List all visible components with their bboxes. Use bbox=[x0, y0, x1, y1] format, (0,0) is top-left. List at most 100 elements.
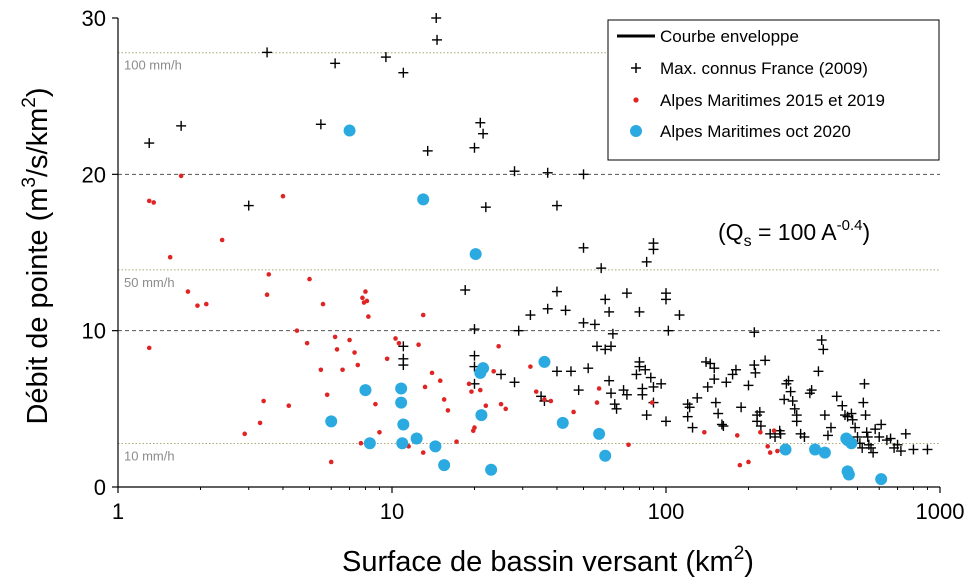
red-point-76 bbox=[767, 450, 773, 455]
plus-point-35 bbox=[634, 306, 645, 317]
red-point-75 bbox=[765, 444, 770, 449]
plus-point-15 bbox=[509, 166, 520, 177]
plus-point-88 bbox=[713, 408, 724, 419]
plus-point-20 bbox=[596, 263, 607, 274]
plus-point-19 bbox=[578, 242, 589, 253]
reference-lines: 100 mm/h 50 mm/h 10 mm/h bbox=[118, 52, 940, 464]
plus-point-6 bbox=[380, 52, 391, 63]
plus-point-148 bbox=[885, 433, 896, 444]
gridlines bbox=[118, 173, 940, 332]
red-point-60 bbox=[503, 406, 509, 412]
plus-point-97 bbox=[749, 360, 760, 371]
plus-point-10 bbox=[422, 145, 433, 156]
red-point-42 bbox=[416, 342, 421, 348]
blue-point-17 bbox=[538, 355, 551, 368]
red-point-13 bbox=[266, 272, 272, 277]
red-point-64 bbox=[548, 398, 554, 404]
plus-point-123 bbox=[819, 410, 830, 421]
plus-point-36 bbox=[641, 256, 652, 267]
plus-point-43 bbox=[398, 341, 409, 352]
plus-point-139 bbox=[861, 427, 872, 438]
red-point-46 bbox=[429, 370, 435, 376]
plus-point-91 bbox=[721, 377, 732, 388]
red-point-25 bbox=[340, 367, 345, 373]
formula-annotation: (Qs = 100 A-0.4) bbox=[718, 217, 870, 250]
legend-label-envelope: Courbe enveloppe bbox=[660, 27, 799, 46]
plus-point-59 bbox=[604, 375, 615, 386]
ylabel-end: ) bbox=[22, 87, 54, 97]
plus-point-94 bbox=[736, 402, 747, 413]
legend-label-alpes-2015-2019: Alpes Maritimes 2015 et 2019 bbox=[660, 91, 885, 110]
plus-point-26 bbox=[551, 286, 562, 297]
legend-swatch-circle bbox=[630, 125, 642, 137]
plus-point-60 bbox=[606, 388, 617, 399]
red-point-65 bbox=[571, 409, 576, 415]
plus-point-115 bbox=[791, 416, 802, 427]
plus-point-49 bbox=[496, 369, 507, 380]
formula-prefix: (Q bbox=[718, 219, 744, 245]
plus-point-38 bbox=[648, 238, 659, 249]
plus-point-45 bbox=[398, 360, 409, 371]
red-point-14 bbox=[280, 193, 286, 199]
plus-point-27 bbox=[560, 305, 571, 316]
plus-point-125 bbox=[825, 422, 836, 433]
red-point-0 bbox=[146, 198, 152, 204]
plus-point-85 bbox=[709, 363, 720, 374]
ref-label-1: 50 mm/h bbox=[124, 275, 175, 290]
plus-point-102 bbox=[755, 421, 766, 432]
red-point-73 bbox=[746, 459, 751, 465]
red-point-34 bbox=[366, 314, 371, 319]
plus-point-130 bbox=[846, 408, 857, 419]
plus-point-89 bbox=[716, 419, 727, 430]
plus-point-152 bbox=[900, 428, 911, 439]
plus-point-21 bbox=[460, 285, 471, 296]
red-point-20 bbox=[320, 301, 326, 307]
red-point-21 bbox=[324, 392, 330, 398]
red-point-35 bbox=[373, 401, 378, 407]
legend: Courbe enveloppe Max. connus France (200… bbox=[607, 19, 940, 161]
red-point-9 bbox=[242, 431, 247, 437]
plus-point-95 bbox=[743, 380, 754, 391]
red-point-5 bbox=[185, 289, 191, 294]
plus-point-76 bbox=[661, 416, 671, 427]
red-point-22 bbox=[328, 459, 334, 465]
plus-point-54 bbox=[565, 366, 576, 377]
red-point-8 bbox=[219, 237, 225, 243]
plus-point-140 bbox=[862, 431, 873, 442]
series-alpes-maritimes-2015-2019 bbox=[146, 173, 780, 468]
blue-point-21 bbox=[779, 443, 792, 456]
plus-point-151 bbox=[895, 446, 906, 457]
plus-point-122 bbox=[818, 344, 829, 355]
plus-point-64 bbox=[621, 389, 632, 400]
blue-point-12 bbox=[469, 248, 482, 261]
red-point-43 bbox=[420, 312, 426, 318]
plus-point-57 bbox=[592, 341, 603, 352]
plus-point-78 bbox=[682, 411, 693, 422]
plus-point-119 bbox=[806, 385, 817, 396]
plus-point-32 bbox=[606, 341, 617, 352]
plus-point-74 bbox=[648, 381, 659, 392]
red-point-26 bbox=[347, 337, 352, 343]
plus-point-136 bbox=[858, 397, 869, 408]
red-point-2 bbox=[146, 345, 152, 351]
axes bbox=[117, 18, 940, 488]
plus-point-69 bbox=[637, 389, 648, 400]
blue-point-18 bbox=[556, 416, 569, 429]
y-tick-label-2: 20 bbox=[82, 162, 106, 187]
red-point-12 bbox=[264, 292, 270, 298]
plus-point-50 bbox=[509, 377, 520, 388]
plus-point-81 bbox=[692, 392, 703, 403]
x-tick-label-0: 1 bbox=[112, 499, 124, 524]
red-point-37 bbox=[384, 356, 390, 362]
x-axis-title: Surface de bassin versant (km2) bbox=[342, 543, 754, 578]
x-tick-label-3: 1000 bbox=[916, 499, 965, 524]
plus-point-113 bbox=[789, 403, 800, 414]
plus-point-2 bbox=[243, 200, 254, 211]
plus-point-12 bbox=[475, 117, 486, 128]
blue-point-10 bbox=[429, 440, 442, 453]
plus-point-124 bbox=[822, 430, 833, 441]
red-point-24 bbox=[334, 347, 340, 352]
plus-point-72 bbox=[645, 372, 656, 383]
ref-label-0: 100 mm/h bbox=[124, 58, 182, 73]
